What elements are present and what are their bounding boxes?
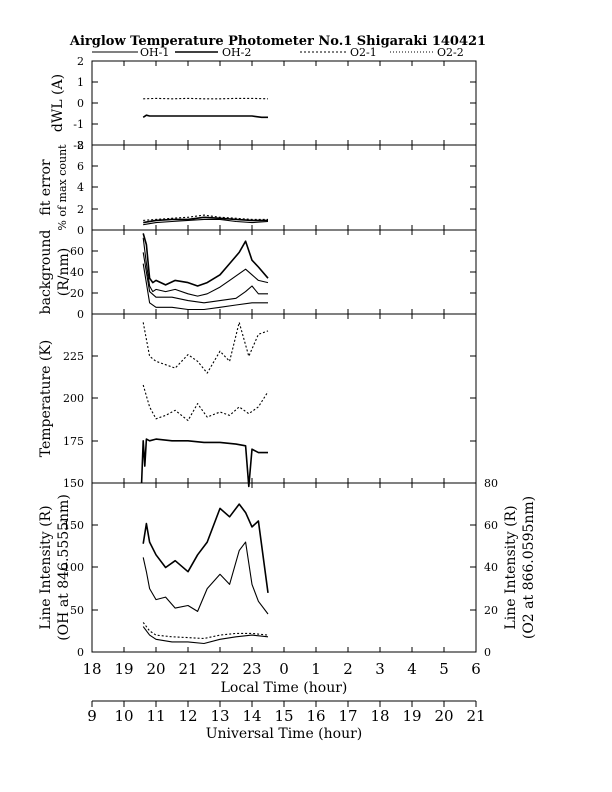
- legend-label-o22: O2-2: [437, 46, 464, 59]
- y-axis-label-line2: (R/nm): [56, 248, 72, 296]
- y-right-tick-label: 80: [484, 477, 498, 490]
- x-tick-label-local: 6: [471, 660, 481, 678]
- y-right-tick-label: 20: [484, 604, 498, 617]
- y-tick-label: 1: [77, 76, 84, 89]
- x-tick-label-local: 21: [178, 660, 197, 678]
- x-tick-label-local: 5: [439, 660, 449, 678]
- y-axis-label: Line Intensity (R): [38, 505, 54, 629]
- panel-frame: [91, 144, 477, 231]
- series-line-oh: [140, 438, 268, 488]
- series-line-o2-2: [142, 321, 269, 374]
- x-tick-label-ut: 17: [338, 707, 357, 725]
- y-tick-label: 0: [77, 646, 84, 659]
- y-axis-label-line2: % of max count: [56, 144, 69, 231]
- x-tick-label-local: 18: [82, 660, 101, 678]
- x-tick-label-local: 20: [146, 660, 165, 678]
- y-tick-label: 40: [70, 266, 84, 279]
- y-axis-label: Temperature (K): [38, 340, 54, 458]
- x-tick-label-local: 19: [114, 660, 133, 678]
- x-tick-label-ut: 13: [210, 707, 229, 725]
- y-right-tick-label: 40: [484, 561, 498, 574]
- x-tick-label-ut: 10: [114, 707, 133, 725]
- series-line-oh-1: [143, 216, 268, 224]
- y-tick-label: 4: [77, 181, 84, 194]
- y-tick-label: -2: [73, 139, 84, 152]
- x-tick-label-ut: 12: [178, 707, 197, 725]
- x-tick-label-ut: 14: [242, 707, 261, 725]
- series-line-oh-1: [142, 503, 269, 594]
- y-tick-label: 0: [77, 97, 84, 110]
- y-tick-label: -1: [73, 118, 84, 131]
- y-right-axis-label-line2: (O2 at 866.0595nm): [521, 496, 537, 639]
- x-tick-label-ut: 21: [466, 707, 485, 725]
- y-right-tick-label: 0: [484, 646, 491, 659]
- series-line-oh: [142, 114, 268, 119]
- y-tick-label: 150: [63, 519, 84, 532]
- x-tick-label-ut: 16: [306, 707, 325, 725]
- series-line-oh-1: [142, 233, 269, 287]
- panel-dwl: 2 1 0 -1 -2 dWL (A): [50, 55, 477, 152]
- legend-label-o21: O2-1: [350, 46, 377, 59]
- panel-temperature: 225 200 175 150 Temperature (K): [38, 313, 477, 490]
- series-line-o2-1: [143, 214, 268, 221]
- y-right-axis-label: Line Intensity (R): [503, 505, 519, 629]
- x-tick-label-local: 1: [311, 660, 321, 678]
- x-axis-label-ut: Universal Time (hour): [206, 726, 363, 742]
- panel-background: 60 40 20 0 background (R/nm): [38, 229, 477, 321]
- y-tick-label: 6: [77, 160, 84, 173]
- y-axis-label: dWL (A): [50, 74, 66, 132]
- series-line-oh-2: [142, 541, 269, 615]
- panel-frame: [91, 60, 477, 146]
- x-tick-label-ut: 15: [274, 707, 293, 725]
- y-tick-label: 2: [77, 55, 84, 68]
- y-right-tick-label: 60: [484, 519, 498, 532]
- legend-label-oh1: OH-1: [140, 46, 169, 59]
- y-axis-label-line2: (OH at 846.5555nm): [56, 494, 72, 641]
- panel-frame: [91, 482, 477, 653]
- y-tick-label: 2: [77, 203, 84, 216]
- series-line-o2-1: [142, 622, 269, 640]
- y-tick-label: 20: [70, 287, 84, 300]
- x-axis-label-local: Local Time (hour): [221, 680, 348, 696]
- y-tick-label: 8: [77, 139, 84, 152]
- y-tick-label: 200: [63, 392, 84, 405]
- y-tick-label: 50: [70, 604, 84, 617]
- series-line-oh-2: [142, 237, 269, 297]
- x-tick-label-ut: 9: [87, 707, 97, 725]
- series-line-o2-2: [142, 626, 269, 645]
- x-tick-label-local: 3: [375, 660, 385, 678]
- x-tick-label-ut: 11: [146, 707, 165, 725]
- x-tick-label-ut: 20: [434, 707, 453, 725]
- x-tick-label-ut: 19: [402, 707, 421, 725]
- panel-fit-error: 8 6 4 2 0 fit error% of max count: [38, 139, 477, 237]
- y-tick-label: 100: [63, 561, 84, 574]
- legend: OH-1 OH-2 O2-1 O2-2: [92, 46, 464, 59]
- y-tick-label: 175: [63, 435, 84, 448]
- y-tick-label: 150: [63, 477, 84, 490]
- x-tick-label-local: 4: [407, 660, 417, 678]
- y-tick-label: 0: [77, 308, 84, 321]
- panel-frame: [91, 313, 477, 484]
- y-tick-label: 225: [63, 350, 84, 363]
- series-line-o2-1: [142, 384, 269, 422]
- y-tick-label: 0: [77, 224, 84, 237]
- y-axis-label: background: [38, 230, 54, 315]
- x-tick-label-local: 22: [210, 660, 229, 678]
- series-line-o2-1: [142, 252, 268, 304]
- chart-title: Airglow Temperature Photometer No.1 Shig…: [69, 34, 486, 49]
- legend-label-oh2: OH-2: [222, 46, 251, 59]
- x-tick-label-local: 2: [343, 660, 353, 678]
- x-tick-label-local: 0: [279, 660, 289, 678]
- x-tick-label-ut: 18: [370, 707, 389, 725]
- x-tick-label-local: 23: [242, 660, 261, 678]
- series-line-o2-2: [142, 263, 268, 311]
- y-tick-label: 60: [70, 245, 84, 258]
- series-line-oh-2: [143, 218, 269, 226]
- y-axis-label: fit error: [38, 159, 54, 216]
